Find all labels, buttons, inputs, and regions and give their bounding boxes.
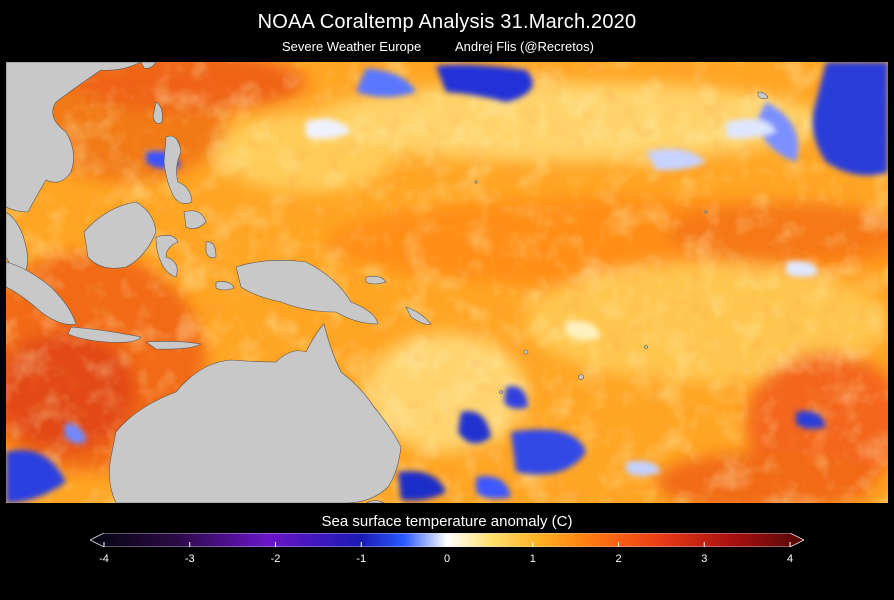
- colorbar-tick-label: -2: [270, 553, 281, 565]
- colorbar-tick-label: -4: [99, 553, 109, 565]
- colorbar-tick-label: 0: [443, 553, 451, 565]
- sst-anomaly-map: [6, 62, 888, 503]
- source-credit: Severe Weather Europe: [282, 39, 422, 54]
- colorbar: [89, 532, 805, 548]
- land-masses: [6, 62, 769, 503]
- colorbar-tick-label: 3: [701, 553, 708, 565]
- colorbar-title: Sea surface temperature anomaly (C): [321, 513, 573, 530]
- colorbar-graphic: [89, 532, 805, 548]
- colorbar-tick-label: -1: [356, 553, 367, 565]
- sst-map-canvas: [6, 62, 888, 503]
- colorbar-tick-label: -3: [184, 553, 195, 565]
- colorbar-tick-label: 4: [786, 553, 794, 565]
- colorbar-tick-label: 1: [529, 553, 536, 565]
- map-title: NOAA Coraltemp Analysis 31.March.2020: [257, 11, 637, 33]
- author-credit: Andrej Flis (@Recretos): [455, 39, 594, 54]
- colorbar-tick-label: 2: [615, 553, 622, 565]
